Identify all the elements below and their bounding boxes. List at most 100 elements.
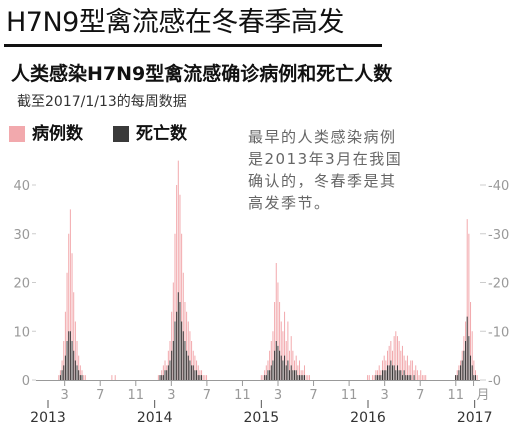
bar-deaths <box>461 360 463 380</box>
bar-deaths <box>265 375 267 380</box>
bar-cases <box>279 302 281 380</box>
bar-deaths <box>290 365 292 380</box>
bar-cases <box>187 321 189 380</box>
bar-deaths <box>471 365 473 380</box>
headline: H7N9型禽流感在冬春季高发 <box>6 7 344 38</box>
bar-cases <box>71 253 73 380</box>
bar-deaths <box>401 375 403 380</box>
bar-deaths <box>197 375 199 380</box>
bar-cases <box>411 360 413 380</box>
x-year-label: 2017 <box>457 410 493 426</box>
y-tick-label-left: 40 <box>13 179 30 194</box>
bar-deaths <box>76 365 78 380</box>
bar-deaths <box>187 355 189 380</box>
bar-deaths <box>267 370 269 380</box>
bar-deaths <box>294 370 296 380</box>
bar-deaths <box>470 355 472 380</box>
annotation-line: 是2013年3月在我国 <box>248 150 403 168</box>
y-tick-label-left: 0 <box>22 374 30 389</box>
x-month-label: 7 <box>416 388 424 403</box>
bar-cases <box>466 219 468 380</box>
bar-deaths <box>79 375 81 380</box>
bar-deaths <box>408 375 410 380</box>
bar-deaths <box>303 375 305 380</box>
bar-deaths <box>465 341 467 380</box>
bar-deaths <box>405 375 407 380</box>
bar-cases <box>66 272 68 380</box>
x-month-label: 3 <box>274 388 282 403</box>
bar-cases <box>172 282 174 380</box>
bar-cases <box>400 350 402 380</box>
bar-cases <box>292 350 294 380</box>
bar-deaths <box>375 375 377 380</box>
bar-deaths <box>186 350 188 380</box>
chart-annotation: 最早的人类感染病例 是2013年3月在我国 确认的，冬春季是其 高发季节。 <box>248 126 448 214</box>
bar-deaths <box>473 375 475 380</box>
bar-deaths <box>406 375 408 380</box>
y-tick-label-left: 10 <box>13 325 30 340</box>
x-month-label: 3 <box>61 388 69 403</box>
bar-cases <box>418 375 420 380</box>
bar-cases <box>265 365 267 380</box>
bar-cases <box>471 331 473 380</box>
bar-deaths <box>468 336 470 380</box>
bar-cases <box>176 185 178 380</box>
bar-deaths <box>391 365 393 380</box>
bar-deaths <box>272 360 274 380</box>
bar-cases <box>68 233 70 380</box>
bar-cases <box>284 311 286 380</box>
x-month-label: 11 <box>341 388 358 403</box>
y-tick-label-right: -30 <box>488 228 509 243</box>
bar-deaths <box>400 370 402 380</box>
data-note: 截至2017/1/13的每周数据 <box>17 94 187 110</box>
bar-cases <box>297 365 299 380</box>
bar-deaths <box>184 341 186 380</box>
bar-deaths <box>380 375 382 380</box>
bar-cases <box>191 341 193 380</box>
annotation-line: 高发季节。 <box>248 194 331 212</box>
bar-cases <box>307 375 309 380</box>
bar-cases <box>416 370 418 380</box>
bar-cases <box>162 365 164 380</box>
bar-deaths <box>387 365 389 380</box>
bar-cases <box>280 321 282 380</box>
bar-deaths <box>378 375 380 380</box>
y-tick-label-right: -40 <box>488 179 509 194</box>
bar-deaths <box>410 375 412 380</box>
bar-deaths <box>455 375 457 380</box>
bar-cases <box>202 375 204 380</box>
bar-deaths <box>292 370 294 380</box>
bar-deaths <box>284 355 286 380</box>
bar-deaths <box>463 350 465 380</box>
bar-deaths <box>71 341 73 380</box>
bar-deaths <box>289 370 291 380</box>
bar-cases <box>408 365 410 380</box>
bar-cases <box>179 194 181 380</box>
bar-deaths <box>162 375 164 380</box>
headline-underline <box>4 44 382 47</box>
bar-cases <box>410 360 412 380</box>
bar-deaths <box>171 350 173 380</box>
bar-cases <box>274 302 276 380</box>
bar-cases <box>76 341 78 380</box>
bar-deaths <box>403 370 405 380</box>
bar-cases <box>74 321 76 380</box>
x-month-label: 11 <box>234 388 251 403</box>
bar-cases <box>473 360 475 380</box>
x-month-label: 7 <box>96 388 104 403</box>
bar-cases <box>111 375 113 380</box>
bar-cases <box>388 345 390 380</box>
x-month-label: 月 <box>477 388 490 403</box>
bar-cases <box>305 375 307 380</box>
bar-cases <box>373 375 375 380</box>
bar-deaths <box>388 365 390 380</box>
bar-deaths <box>413 375 415 380</box>
bar-deaths <box>466 316 468 380</box>
bar-cases <box>181 233 183 380</box>
bar-deaths <box>199 375 201 380</box>
bar-cases <box>182 272 184 380</box>
y-tick-label-left: 20 <box>13 277 30 292</box>
y-tick-label-right: -10 <box>488 325 509 340</box>
bar-cases <box>383 355 385 380</box>
x-month-label: 7 <box>309 388 317 403</box>
